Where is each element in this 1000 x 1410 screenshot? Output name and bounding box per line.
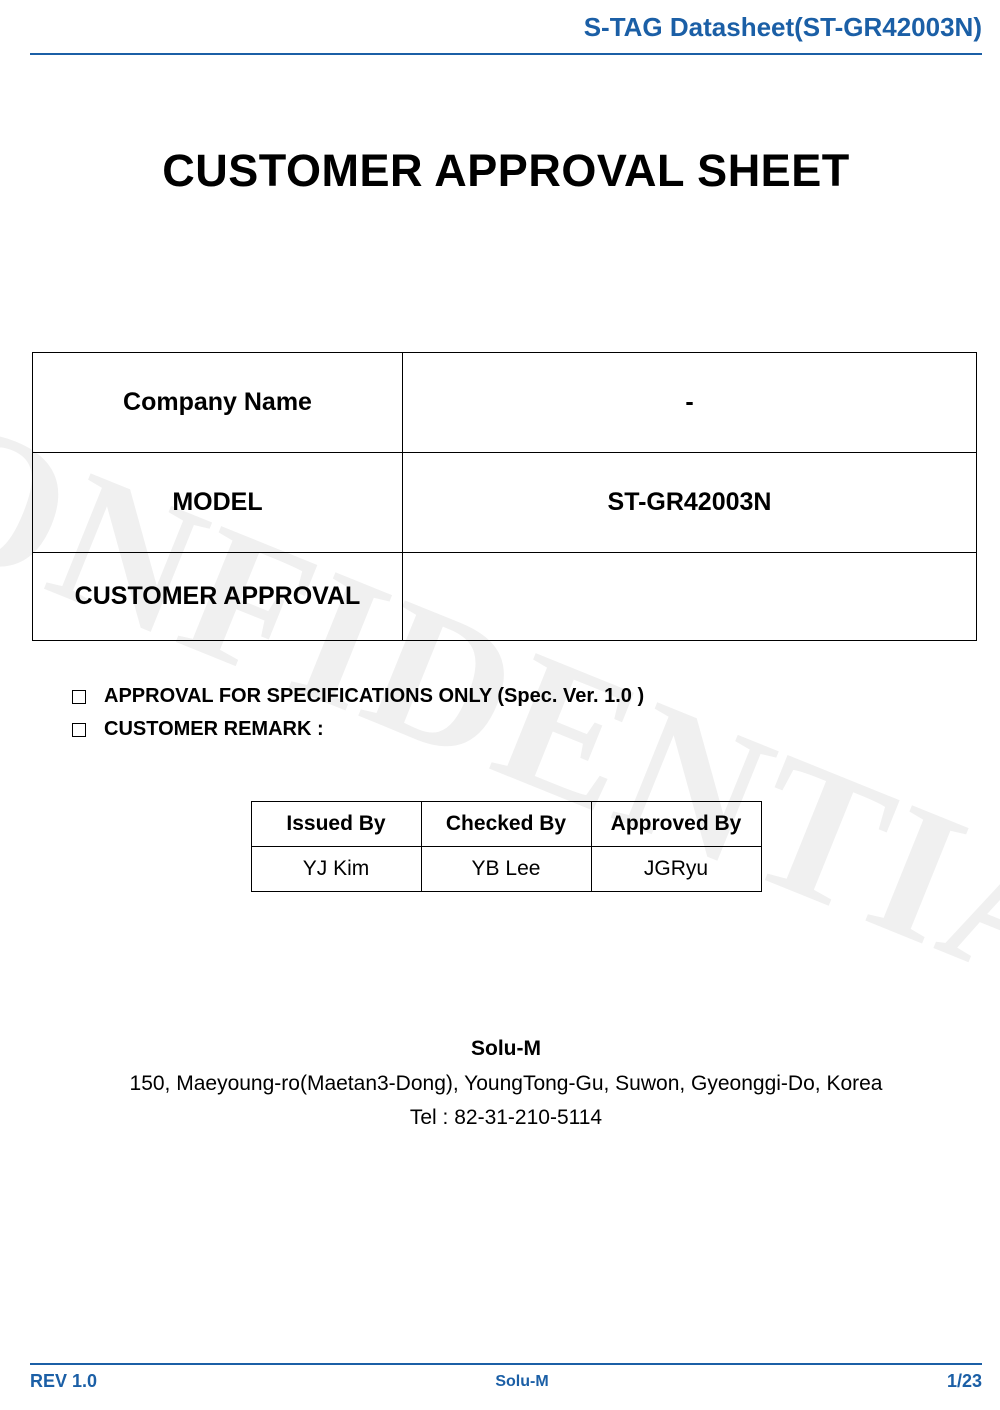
checkbox-square-icon <box>72 723 86 737</box>
signature-data-row: YJ Kim YB Lee JGRyu <box>251 847 761 892</box>
footer-rev: REV 1.0 <box>30 1371 97 1392</box>
signature-issued-by: YJ Kim <box>251 847 421 892</box>
footer-address: 150, Maeyoung-ro(Maetan3-Dong), YoungTon… <box>30 1067 982 1102</box>
signature-header-issued: Issued By <box>251 802 421 847</box>
header-rule <box>30 53 982 55</box>
checkbox-block: APPROVAL FOR SPECIFICATIONS ONLY (Spec. … <box>72 685 982 741</box>
checkbox-line-spec: APPROVAL FOR SPECIFICATIONS ONLY (Spec. … <box>72 685 982 708</box>
info-label-company: Company Name <box>33 353 403 453</box>
info-label-approval: CUSTOMER APPROVAL <box>33 553 403 641</box>
footer-center: Solu-M <box>495 1373 548 1391</box>
main-title: CUSTOMER APPROVAL SHEET <box>30 145 982 197</box>
info-value-approval <box>403 553 977 641</box>
signature-approved-by: JGRyu <box>591 847 761 892</box>
info-row-approval: CUSTOMER APPROVAL <box>33 553 977 641</box>
checkbox-square-icon <box>72 690 86 704</box>
signature-header-row: Issued By Checked By Approved By <box>251 802 761 847</box>
info-label-model: MODEL <box>33 453 403 553</box>
checkbox-label-spec: APPROVAL FOR SPECIFICATIONS ONLY (Spec. … <box>104 685 644 708</box>
footer-rule <box>30 1363 982 1365</box>
checkbox-line-remark: CUSTOMER REMARK : <box>72 718 982 741</box>
info-table: Company Name - MODEL ST-GR42003N CUSTOME… <box>32 352 977 641</box>
info-row-model: MODEL ST-GR42003N <box>33 453 977 553</box>
signature-header-checked: Checked By <box>421 802 591 847</box>
header-title: S-TAG Datasheet(ST-GR42003N) <box>30 12 982 43</box>
info-value-company: - <box>403 353 977 453</box>
page-footer: REV 1.0 Solu-M 1/23 <box>30 1363 982 1392</box>
signature-header-approved: Approved By <box>591 802 761 847</box>
page-container: S-TAG Datasheet(ST-GR42003N) CUSTOMER AP… <box>0 0 1000 1410</box>
signature-checked-by: YB Lee <box>421 847 591 892</box>
info-value-model: ST-GR42003N <box>403 453 977 553</box>
footer-page-number: 1/23 <box>947 1371 982 1392</box>
checkbox-label-remark: CUSTOMER REMARK : <box>104 718 324 741</box>
footer-company-name: Solu-M <box>30 1032 982 1067</box>
signature-table: Issued By Checked By Approved By YJ Kim … <box>251 801 762 892</box>
footer-info-block: Solu-M 150, Maeyoung-ro(Maetan3-Dong), Y… <box>30 1032 982 1136</box>
info-row-company: Company Name - <box>33 353 977 453</box>
footer-row: REV 1.0 Solu-M 1/23 <box>30 1371 982 1392</box>
footer-tel: Tel : 82-31-210-5114 <box>30 1101 982 1136</box>
